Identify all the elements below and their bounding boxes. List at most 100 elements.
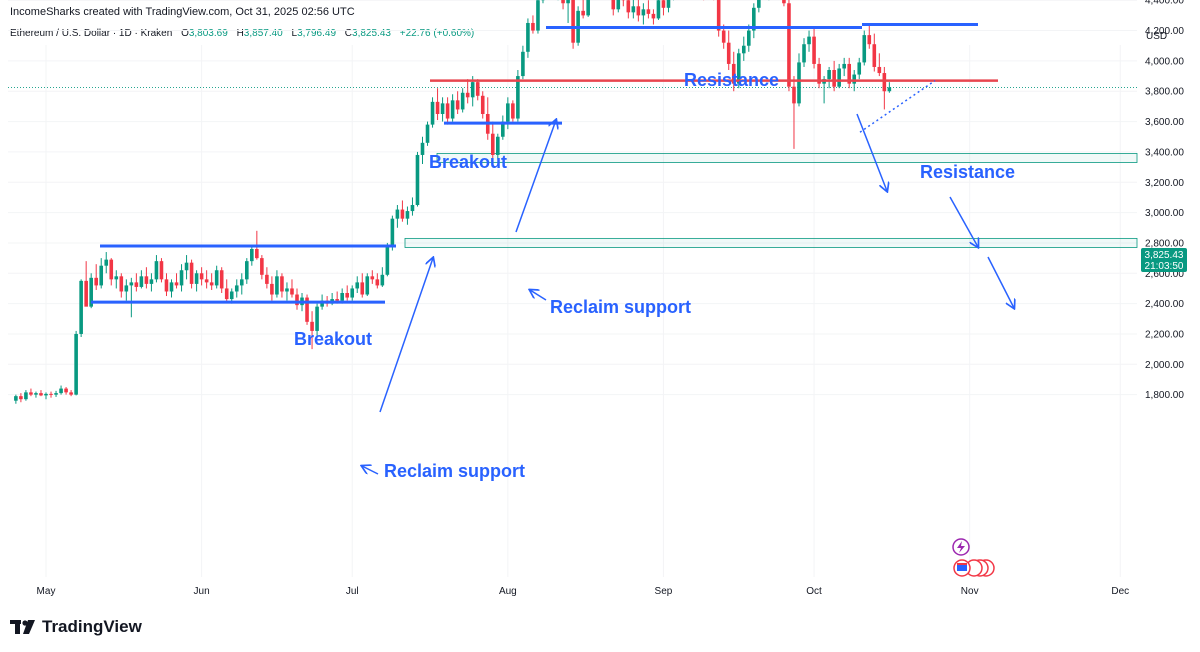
candle-body (179, 270, 184, 286)
candle-body (360, 282, 365, 295)
candle-body (787, 3, 791, 87)
reclaim-arrow-upper[interactable] (530, 290, 547, 301)
tradingview-logo[interactable]: TradingView (10, 617, 142, 637)
candle-body (460, 92, 465, 110)
demand-zone (404, 237, 1138, 248)
candle-body (425, 124, 430, 143)
candle-body (516, 76, 520, 119)
candle-body (174, 282, 179, 286)
y-tick-label: 3,200.00 (1145, 178, 1184, 189)
flag-events-icon[interactable] (953, 559, 995, 577)
candle-body (571, 0, 575, 43)
candle-body (887, 87, 892, 92)
high-value: 3,857.40 (243, 28, 283, 39)
candle-body (295, 294, 299, 306)
chart-attribution: IncomeSharks created with TradingView.co… (10, 6, 355, 18)
breakout-label-upper[interactable]: Breakout (429, 152, 507, 172)
symbol-name[interactable]: Ethereum / U.S. Dollar · 1D · Kraken (10, 28, 173, 39)
candle-body (475, 82, 480, 96)
dotted-trendline[interactable] (859, 80, 936, 133)
x-tick-label: Dec (1111, 586, 1129, 597)
candle-body (260, 258, 264, 275)
candle-body (792, 86, 796, 104)
reclaim-support-label-lower[interactable]: Reclaim support (384, 461, 525, 481)
candle-body (661, 0, 666, 8)
candle-body (39, 393, 43, 396)
candle-body (229, 291, 234, 300)
candle-body (34, 393, 38, 395)
y-tick-label: 2,400.00 (1145, 299, 1184, 310)
candle-body (365, 276, 370, 295)
candle-body (320, 300, 324, 307)
candle-body (285, 288, 289, 292)
candle-body (420, 142, 425, 155)
candle-body (169, 282, 174, 292)
candle-body (480, 95, 485, 114)
resistance-label-upper[interactable]: Resistance (684, 70, 779, 90)
candle-body (415, 154, 420, 206)
candle-body (561, 0, 565, 4)
candle-body (616, 0, 621, 10)
candle-body (797, 62, 801, 104)
y-tick-label: 3,000.00 (1145, 208, 1184, 219)
candle-body (345, 293, 349, 298)
price-badge: 3,825.43 21:03:50 (1141, 248, 1187, 272)
candle-body (877, 66, 882, 74)
candle-body (847, 63, 851, 84)
candle-body (496, 136, 500, 155)
low-label: L (291, 28, 298, 39)
candle-body (59, 388, 63, 394)
candle-body (119, 276, 124, 292)
downtrend-arrow-lower[interactable] (987, 256, 1014, 308)
candle-body (566, 0, 570, 4)
candle-body (490, 133, 495, 155)
candle-body (812, 36, 816, 64)
candle-body (69, 392, 73, 395)
candle-body (807, 36, 811, 45)
price-badge-countdown: 21:03:50 (1145, 261, 1184, 272)
candle-body (370, 276, 375, 280)
x-tick-label: Sep (655, 586, 673, 597)
candle-body (631, 6, 636, 13)
candle-body (109, 259, 114, 280)
candle-body (435, 101, 440, 114)
candle-body (224, 288, 229, 300)
downtrend-arrow-mid[interactable] (949, 196, 978, 247)
candle-body (355, 282, 360, 289)
downtrend-arrow-upper[interactable] (856, 113, 887, 191)
tradingview-brand: TradingView (42, 617, 142, 636)
reclaim-arrow-lower[interactable] (362, 466, 379, 475)
events-lightning-icon[interactable] (952, 538, 970, 556)
breakout-arrow-upper[interactable] (515, 120, 556, 233)
candle-body (506, 103, 510, 122)
candle-body (144, 276, 149, 284)
candle-body (234, 285, 239, 292)
candle-body (410, 205, 415, 212)
breakout-arrow-lower[interactable] (379, 258, 433, 413)
candle-body (726, 42, 731, 64)
breakout-label-lower[interactable]: Breakout (294, 329, 372, 349)
candle-body (736, 53, 741, 84)
reclaim-support-label-upper[interactable]: Reclaim support (550, 297, 691, 317)
open-value: 3,803.69 (188, 28, 228, 39)
candle-body (184, 262, 189, 271)
candle-body (465, 92, 470, 98)
tradingview-logo-icon (10, 620, 35, 634)
candle-body (536, 0, 540, 31)
resistance-label-right[interactable]: Resistance (920, 162, 1015, 182)
candle-body (164, 279, 169, 292)
y-tick-label: 3,400.00 (1145, 147, 1184, 158)
candle-body (29, 392, 33, 395)
candle-body (104, 259, 109, 266)
y-tick-label: 2,600.00 (1145, 269, 1184, 280)
y-tick-label: 4,000.00 (1145, 56, 1184, 67)
candle-body (305, 297, 309, 322)
high-label: H (236, 28, 244, 39)
currency-label[interactable]: USD (1146, 31, 1168, 42)
symbol-info-bar: Ethereum / U.S. Dollar · 1D · Kraken O3,… (10, 28, 474, 39)
candle-body (310, 321, 314, 331)
candle-body (94, 277, 98, 286)
candle-body (445, 103, 450, 119)
candle-body (255, 249, 259, 259)
